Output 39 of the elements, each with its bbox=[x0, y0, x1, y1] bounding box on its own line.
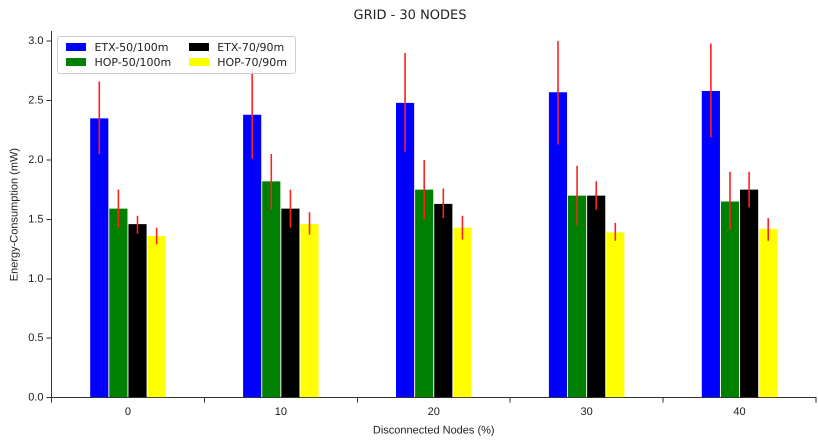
bar bbox=[702, 91, 720, 398]
y-tick-label: 0.0 bbox=[28, 392, 44, 404]
y-tick-label: 3.0 bbox=[28, 35, 44, 48]
bar bbox=[300, 224, 319, 398]
bar bbox=[548, 92, 568, 398]
y-tick-label: 2.5 bbox=[28, 94, 44, 107]
y-tick-label: 1.5 bbox=[28, 213, 44, 226]
bar bbox=[587, 196, 606, 398]
x-tick-label: 20 bbox=[428, 406, 440, 418]
bar bbox=[606, 232, 624, 398]
chart-title: GRID - 30 NODES bbox=[353, 8, 467, 24]
bar bbox=[281, 208, 300, 398]
y-tick-label: 2.0 bbox=[28, 154, 44, 166]
bar bbox=[128, 224, 147, 398]
x-axis-title: Disconnected Nodes (%) bbox=[372, 424, 495, 436]
legend-label: HOP-70/90m bbox=[217, 56, 287, 69]
bar bbox=[568, 196, 586, 398]
x-tick-label: 30 bbox=[580, 406, 593, 418]
bar bbox=[720, 202, 740, 398]
x-tick-label: 0 bbox=[124, 406, 132, 418]
x-tick-label: 10 bbox=[274, 406, 287, 418]
bar bbox=[109, 208, 128, 398]
legend-label: ETX-70/90m bbox=[217, 40, 284, 54]
bar bbox=[243, 114, 262, 398]
bar bbox=[453, 228, 472, 398]
bar bbox=[148, 236, 166, 398]
bar bbox=[90, 118, 108, 398]
legend-label: HOP-50/100m bbox=[94, 56, 172, 69]
y-axis-title: Energy-Consumption (mW) bbox=[8, 148, 21, 282]
bar bbox=[759, 228, 778, 398]
bar bbox=[434, 204, 452, 398]
x-tick-label: 40 bbox=[733, 406, 746, 418]
bar bbox=[396, 102, 414, 398]
bar bbox=[262, 181, 280, 398]
y-tick-label: 0.5 bbox=[28, 332, 44, 344]
legend-label: ETX-50/100m bbox=[94, 40, 169, 54]
bar bbox=[740, 190, 758, 398]
y-tick-label: 1.0 bbox=[28, 272, 44, 285]
bar bbox=[415, 190, 434, 398]
